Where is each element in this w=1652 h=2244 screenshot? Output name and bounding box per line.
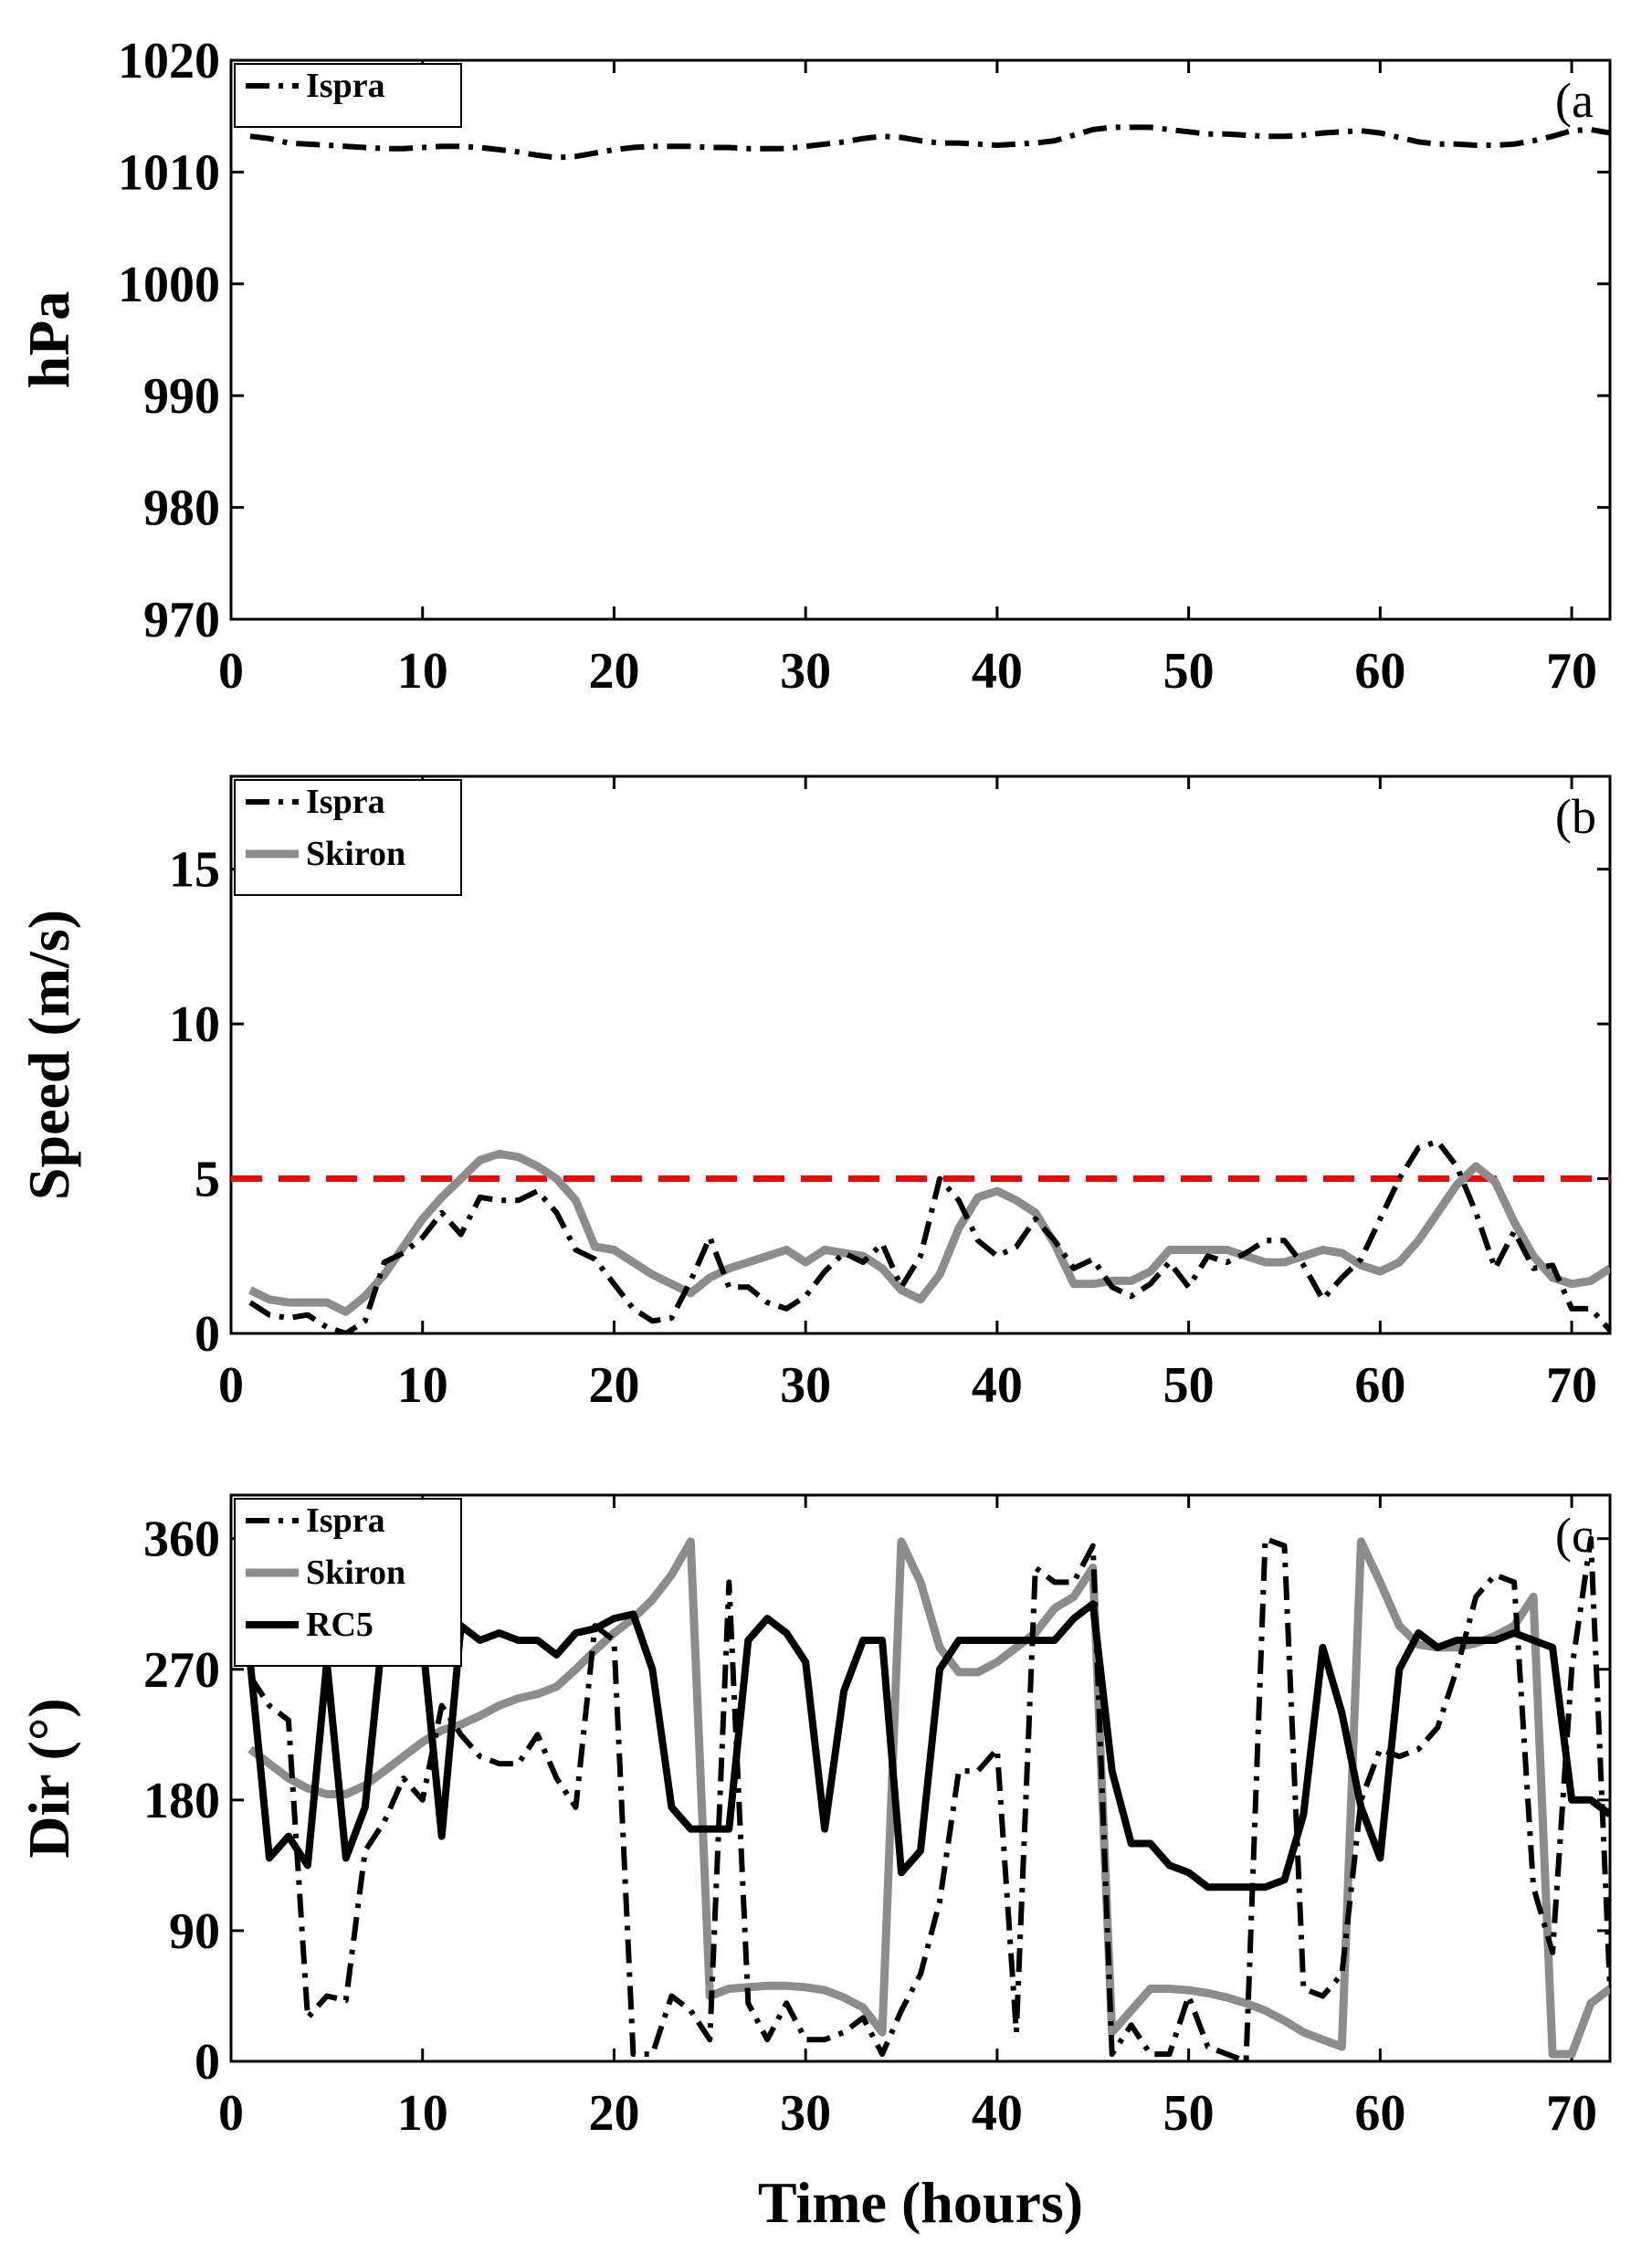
x-tick-label: 60 [1354,643,1405,700]
series-group [249,124,1610,161]
series-line-rc5 [247,1600,1610,1891]
legend-label: Ispra [306,67,385,105]
panel-c: 0 10 20 30 40 50 60 70 0 90 180 270 360 Dir (°) Ispra S… [16,1493,1612,2142]
x-tick-label: 20 [588,643,639,700]
x-tick-label: 40 [972,1357,1023,1414]
x-tick-label: 30 [780,643,831,700]
series-group [247,1535,1610,2061]
y-tick-label: 180 [143,1773,220,1829]
y-tick-label: 0 [195,2034,220,2091]
y-tick-label: 5 [195,1152,220,1208]
panel-letter: (c [1555,1508,1594,1563]
x-tick-label: 50 [1163,1357,1215,1414]
x-tick-label: 70 [1546,2085,1597,2142]
axes-frame [229,1493,1612,2063]
panel-b: 0 10 20 30 40 50 60 70 0 5 10 15 Speed (m/s) Ispra Ski… [16,774,1612,1414]
x-tick-label: 10 [397,1357,448,1414]
x-tick-label: 70 [1546,1357,1597,1414]
y-tick-label: 1020 [118,33,220,90]
x-tick-label: 30 [780,1357,831,1414]
y-tick-label: 970 [143,592,220,648]
legend-box [234,63,462,128]
legend-label: RC5 [306,1606,374,1644]
series-line-skiron [247,1537,1610,2059]
x-tick-label: 50 [1163,643,1215,700]
y-tick-label: 360 [143,1512,220,1568]
legend: Ispra [234,63,462,128]
legend-label: Ispra [306,783,385,821]
x-tick-label: 30 [780,2085,831,2142]
series-group [248,1138,1610,1333]
panel-letter: (a [1555,73,1594,128]
legend-box [234,1498,462,1667]
x-tick-label: 60 [1354,1357,1405,1414]
y-tick-label: 1000 [118,257,220,313]
y-tick-label: 990 [143,368,220,425]
series-line-ispra [248,1138,1610,1333]
y-tick-label: 15 [169,842,220,899]
x-tick-label: 0 [218,643,244,700]
x-tick-label: 20 [588,1357,639,1414]
y-axis-label: Dir (°) [16,1698,81,1858]
y-axis-label: Speed (m/s) [16,910,81,1200]
x-tick-label: 0 [218,2085,244,2142]
axes-frame [229,58,1612,621]
panel-a: 0 10 20 30 40 50 60 70970980990100010101020hPaI… [16,33,1612,700]
x-tick-label: 20 [588,2085,639,2142]
x-tick-label: 60 [1354,2085,1405,2142]
legend-label: Skiron [306,1554,405,1592]
panel-letter: (b [1555,789,1596,844]
y-tick-label: 90 [169,1903,220,1960]
x-tick-label: 10 [397,643,448,700]
y-tick-label: 980 [143,480,220,537]
x-tick-label: 40 [972,643,1023,700]
y-tick-label: 1010 [118,144,220,201]
legend-box [234,779,462,896]
axes-frame [229,774,1612,1335]
x-tick-label: 40 [972,2085,1023,2142]
series-line-skiron [248,1149,1610,1316]
legend: Ispra Skiron RC5 [234,1498,462,1667]
y-tick-label: 10 [169,996,220,1053]
legend: Ispra Skiron [234,779,462,896]
x-tick-label: 10 [397,2085,448,2142]
legend-label: Ispra [306,1501,385,1540]
x-tick-label: 50 [1163,2085,1215,2142]
x-axis-label: Time (hours) [758,2170,1083,2235]
x-tick-label: 70 [1546,643,1597,700]
y-tick-label: 0 [195,1306,220,1363]
y-tick-label: 270 [143,1642,220,1699]
series-line-ispra [249,124,1610,161]
legend-label: Skiron [306,835,405,873]
x-tick-label: 0 [218,1357,244,1414]
y-axis-label: hPa [16,291,81,389]
